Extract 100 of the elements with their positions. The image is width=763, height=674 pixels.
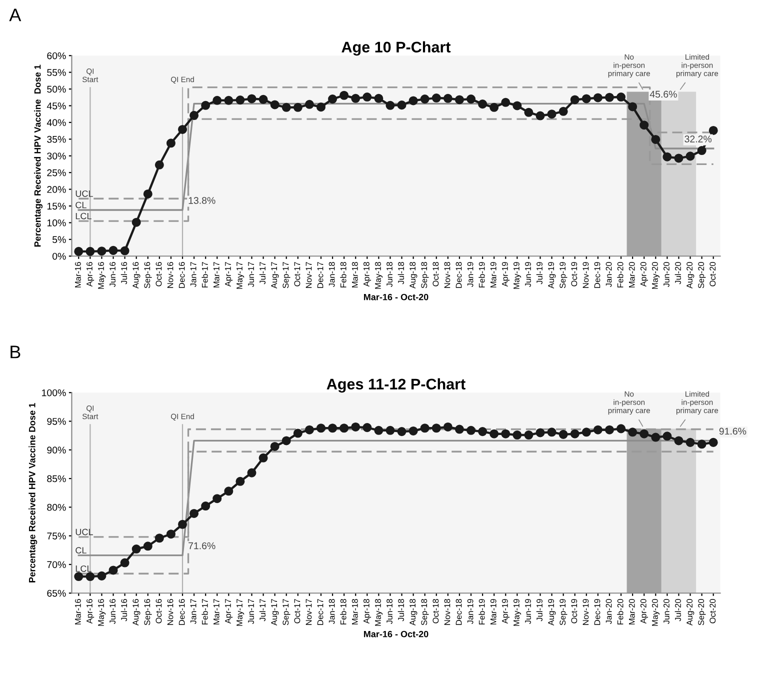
point <box>270 100 280 110</box>
x-tick-label: Jul-19 <box>536 599 542 622</box>
point <box>408 426 418 436</box>
point <box>570 95 580 104</box>
x-axis-title: Mar-16 - Oct-20 <box>364 294 428 300</box>
point <box>282 436 291 446</box>
x-tick-label: Apr-18 <box>363 262 372 287</box>
x-tick-label: Apr-16 <box>86 262 94 287</box>
point <box>547 110 556 119</box>
y-tick-label: 85% <box>47 475 66 482</box>
x-tick-label: Aug-18 <box>410 599 418 626</box>
series-label: UCL <box>76 190 93 197</box>
x-tick-label: Aug-17 <box>271 599 279 626</box>
point <box>536 111 545 120</box>
point <box>374 94 384 103</box>
x-tick-label: Jun-20 <box>664 262 670 288</box>
point <box>212 96 222 105</box>
x-tick-label: Apr-19 <box>502 599 510 624</box>
x-tick-label: Nov-19 <box>582 599 589 625</box>
x-tick-label: Apr-16 <box>86 599 94 624</box>
point <box>270 442 280 451</box>
point <box>582 94 591 104</box>
point <box>340 90 349 100</box>
x-tick-label: Feb-18 <box>340 599 346 624</box>
point <box>397 427 406 436</box>
point <box>351 94 360 103</box>
x-tick-label: Sep-20 <box>698 599 706 626</box>
point <box>616 424 626 434</box>
text: B <box>10 346 20 358</box>
x-tick-label: Dec-16 <box>178 262 185 288</box>
x-tick-label: Dec-18 <box>456 599 462 625</box>
point <box>628 428 638 437</box>
series-label: CL <box>76 202 86 208</box>
point <box>154 534 164 543</box>
x-tick-label: Aug-17 <box>271 262 279 289</box>
point <box>351 422 360 432</box>
x-tick-label: May-19 <box>514 599 522 626</box>
x-tick-label: Feb-18 <box>340 262 346 288</box>
point <box>524 108 534 117</box>
x-tick-label: Jun-17 <box>248 599 254 624</box>
x-tick-label: Oct-17 <box>294 599 300 624</box>
point <box>524 430 534 440</box>
point <box>304 425 314 434</box>
x-tick-label: Feb-20 <box>617 262 624 288</box>
x-tick-label: Feb-20 <box>617 599 624 624</box>
point <box>97 246 106 256</box>
x-tick-label: Mar-17 <box>214 599 220 624</box>
y-tick-label: 5% <box>52 236 66 244</box>
x-tick-label: Aug-18 <box>410 262 418 289</box>
y-tick-label: 40% <box>46 119 66 126</box>
x-tick-label: Jan-20 <box>606 262 612 288</box>
x-tick-label: Apr-19 <box>502 262 510 287</box>
annotation: 71.6% <box>188 542 216 550</box>
x-tick-label: Mar-16 <box>74 599 81 624</box>
x-tick-label: Oct-20 <box>710 262 716 286</box>
x-tick-label: Feb-17 <box>202 599 208 624</box>
point <box>662 152 672 162</box>
point <box>132 544 141 554</box>
x-tick-label: Jun-19 <box>525 599 531 624</box>
x-tick-label: Oct-16 <box>156 599 162 624</box>
point <box>386 426 395 435</box>
y-tick-label: 95% <box>47 418 66 425</box>
point <box>190 508 199 518</box>
x-tick-label: Apr-20 <box>640 262 648 287</box>
point <box>293 102 302 112</box>
point <box>582 428 591 437</box>
x-tick-label: Apr-17 <box>225 599 233 624</box>
point <box>201 502 210 511</box>
point <box>708 438 718 447</box>
y-tick-label: 55% <box>47 69 66 76</box>
y-tick-label: 50% <box>47 86 66 93</box>
point <box>362 423 372 432</box>
series-label: LCL <box>76 565 92 572</box>
x-tick-label: Sep-20 <box>698 262 706 288</box>
x-tick-label: Nov-18 <box>444 262 450 288</box>
x-tick-label: May-16 <box>98 599 106 626</box>
y-tick-label: 70% <box>47 561 66 568</box>
point <box>166 138 176 148</box>
point <box>212 494 222 504</box>
point <box>328 94 338 104</box>
annotation: 13.8% <box>188 197 216 204</box>
x-tick-label: Sep-16 <box>144 599 152 626</box>
x-tick-label: May-20 <box>652 262 660 289</box>
annotation: 45.6% <box>650 90 677 98</box>
x-tick-label: May-18 <box>375 599 383 626</box>
point <box>201 100 210 110</box>
text: A <box>9 8 22 22</box>
x-tick-label: Jun-18 <box>386 599 392 624</box>
point <box>686 152 695 161</box>
x-tick-label: Sep-18 <box>421 599 429 626</box>
point <box>674 154 684 163</box>
x-tick-label: Jun-16 <box>110 262 116 288</box>
point <box>593 93 602 102</box>
x-tick-label: May-16 <box>98 262 106 289</box>
x-tick-label: Sep-19 <box>560 262 568 288</box>
point <box>640 429 649 438</box>
point <box>547 428 556 437</box>
x-tick-label: Jun-17 <box>248 262 254 288</box>
x-tick-label: Dec-16 <box>178 599 185 625</box>
x-tick-label: Nov-17 <box>306 262 312 288</box>
